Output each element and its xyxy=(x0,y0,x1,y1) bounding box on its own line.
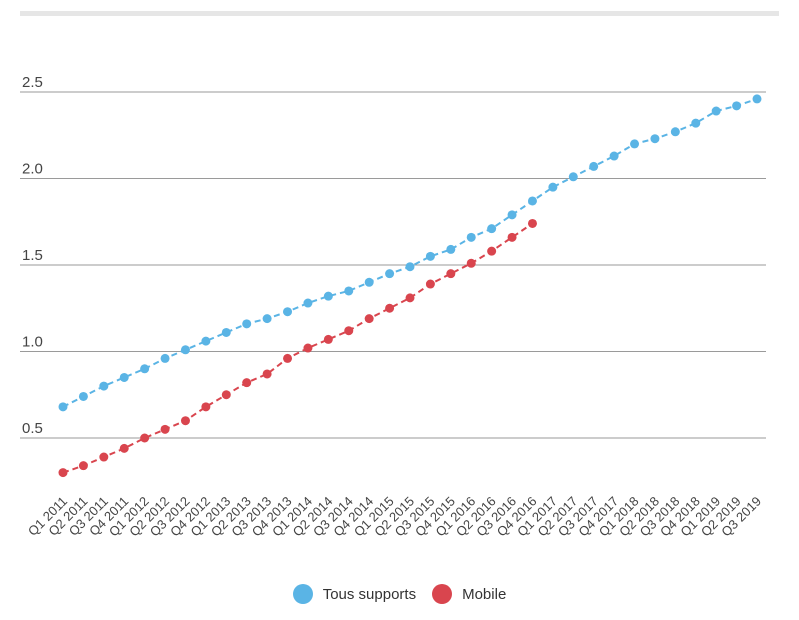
legend-swatch xyxy=(292,584,313,604)
data-point xyxy=(487,224,497,234)
data-point xyxy=(385,269,395,279)
data-point xyxy=(752,94,762,104)
data-point xyxy=(78,461,88,471)
data-point xyxy=(262,314,272,324)
data-point xyxy=(650,134,660,144)
data-point xyxy=(711,106,721,116)
chart-legend: Tous supports Mobile xyxy=(0,584,799,604)
data-point xyxy=(119,372,129,382)
data-point xyxy=(364,314,374,324)
legend-item-tous-supports[interactable]: Tous supports xyxy=(292,584,417,604)
data-point xyxy=(507,232,517,242)
data-point xyxy=(119,443,129,453)
data-point xyxy=(425,279,435,289)
data-point xyxy=(630,139,640,149)
data-point xyxy=(160,424,170,434)
data-point xyxy=(262,369,272,379)
legend-label: Tous supports xyxy=(322,585,417,603)
data-point xyxy=(364,277,374,287)
data-point xyxy=(160,353,170,363)
data-point xyxy=(78,391,88,401)
data-point xyxy=(609,151,619,161)
y-tick-label: 0.5 xyxy=(22,420,43,437)
data-point xyxy=(323,334,333,344)
data-point xyxy=(527,196,537,206)
data-point xyxy=(405,262,415,272)
data-point xyxy=(385,303,395,313)
data-point xyxy=(589,161,599,171)
data-point xyxy=(446,244,456,254)
y-tick-label: 1.5 xyxy=(22,247,43,264)
data-point xyxy=(323,291,333,301)
top-divider-bar xyxy=(20,11,779,16)
data-point xyxy=(242,378,252,388)
data-point xyxy=(732,101,742,111)
data-point xyxy=(221,327,231,337)
data-point xyxy=(466,232,476,242)
data-point xyxy=(507,210,517,220)
data-point xyxy=(140,364,150,374)
data-point xyxy=(99,452,109,462)
data-point xyxy=(344,286,354,296)
data-point xyxy=(58,402,68,412)
data-point xyxy=(242,319,252,329)
data-point xyxy=(283,353,293,363)
data-point xyxy=(201,402,211,412)
series-line-mobile xyxy=(62,222,534,474)
data-point xyxy=(201,336,211,346)
data-point xyxy=(303,343,313,353)
data-point xyxy=(180,345,190,355)
legend-label: Mobile xyxy=(462,585,507,603)
data-point xyxy=(548,182,558,192)
data-point xyxy=(344,326,354,336)
data-point xyxy=(425,251,435,261)
data-point xyxy=(405,293,415,303)
y-tick-label: 2.5 xyxy=(22,74,43,91)
legend-swatch xyxy=(432,584,453,604)
data-point xyxy=(487,246,497,256)
data-point xyxy=(303,298,313,308)
data-point xyxy=(446,269,456,279)
data-point xyxy=(568,172,578,182)
data-point xyxy=(58,468,68,478)
data-point xyxy=(221,390,231,400)
data-point xyxy=(466,258,476,268)
y-tick-label: 2.0 xyxy=(22,161,43,178)
data-point xyxy=(527,218,537,228)
data-point xyxy=(180,416,190,426)
legend-item-mobile[interactable]: Mobile xyxy=(432,584,506,604)
data-point xyxy=(283,307,293,317)
y-tick-label: 1.0 xyxy=(22,334,43,351)
data-point xyxy=(670,127,680,137)
data-point xyxy=(691,118,701,128)
data-point xyxy=(99,381,109,391)
data-point xyxy=(140,433,150,443)
